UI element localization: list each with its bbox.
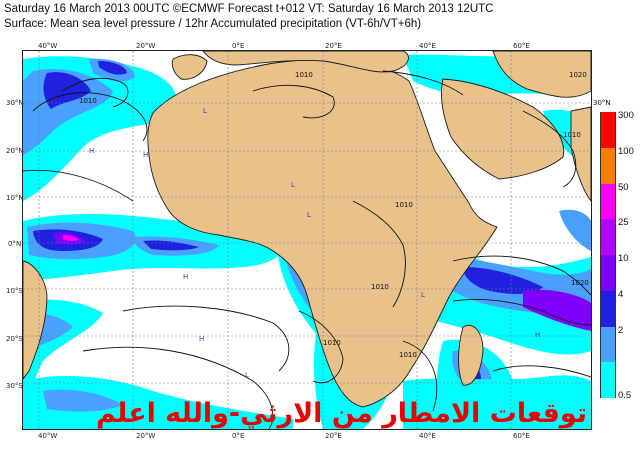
lon-label: 40°W	[38, 432, 58, 440]
lon-label: 40°E	[419, 432, 436, 440]
lat-label: 20°S	[6, 335, 23, 343]
isobar-line	[452, 255, 591, 296]
pressure-center-label: L	[245, 371, 249, 379]
isobar-line	[402, 340, 438, 412]
pressure-center-label: H	[183, 273, 189, 281]
legend-label: 50	[618, 181, 629, 193]
lat-label: 10°N	[6, 194, 24, 202]
precip-area	[63, 235, 79, 242]
isobar-line	[252, 84, 335, 119]
isobar-label: 1010	[395, 201, 413, 209]
lat-label: 30°N	[6, 99, 24, 107]
isobar-line	[298, 310, 344, 384]
legend-label: 100	[618, 145, 634, 157]
precip-area	[43, 72, 91, 109]
legend-swatch	[600, 290, 616, 327]
map-header: Saturday 16 March 2013 00UTC ©ECMWF Fore…	[4, 2, 604, 32]
legend-label: 10	[618, 253, 629, 264]
legend-swatch	[600, 219, 616, 255]
isobars	[23, 70, 591, 429]
precip-area	[43, 389, 123, 412]
lon-label: 40°W	[38, 42, 58, 50]
precipitation-map	[23, 51, 591, 429]
lon-label: 40°E	[419, 42, 436, 50]
isobar-line	[522, 110, 577, 188]
madagascar-landmass	[458, 324, 484, 386]
pressure-center-label: H	[89, 147, 95, 155]
legend-swatch	[600, 183, 616, 220]
isobar-line	[82, 346, 274, 429]
legend-label: 0.5	[618, 390, 632, 401]
map-panel: 1010 1020 1010 1010 1010 1010 1020 1010 …	[22, 50, 592, 430]
lat-label: 30°S	[6, 382, 23, 390]
isobar-label: 1010	[399, 351, 417, 359]
legend-label: 4	[618, 288, 624, 300]
precip-area	[559, 209, 591, 251]
isobar-line	[492, 365, 591, 378]
land	[23, 51, 591, 408]
pressure-center-label: L	[421, 291, 425, 299]
lon-label: 20°W	[136, 42, 156, 50]
brazil-landmass	[23, 260, 48, 380]
isobar-line	[382, 70, 464, 96]
lat-label: 30°N	[593, 99, 611, 107]
precip-area	[523, 289, 591, 331]
pressure-center-label: L	[307, 211, 311, 219]
lon-label: 20°W	[136, 432, 156, 440]
legend-swatch	[600, 362, 616, 398]
lat-label: 20°N	[6, 147, 24, 155]
isobar-label: 1010	[79, 97, 97, 105]
lon-label: 60°E	[513, 42, 530, 50]
lat-label: 0°N	[8, 240, 22, 248]
isobar-line	[32, 92, 148, 142]
legend-label: 2	[618, 324, 624, 336]
precip-area	[98, 61, 127, 75]
isobar-line	[62, 77, 129, 108]
legend-swatch	[600, 147, 616, 184]
precip-area	[403, 375, 591, 429]
legend-swatch	[600, 326, 616, 363]
europe-landmass	[202, 51, 409, 73]
pressure-center-label: H	[535, 331, 541, 339]
isobar-label: 1020	[569, 71, 587, 79]
legend-swatch	[600, 112, 616, 148]
arabia-landmass	[440, 78, 565, 180]
middle-east-landmass	[492, 51, 591, 98]
lon-label: 60°E	[513, 432, 530, 440]
legend-swatch	[600, 255, 616, 291]
isobar-label: 1010	[323, 339, 341, 347]
isobar-label: 1010	[295, 71, 313, 79]
isobar-line	[122, 305, 290, 372]
lat-lon-grid	[23, 51, 591, 429]
isobar-line	[352, 200, 406, 308]
lat-label: 10°S	[6, 287, 23, 295]
pressure-center-label: H	[143, 151, 149, 159]
header-field-line: Surface: Mean sea level pressure / 12hr …	[4, 18, 422, 30]
iberia-landmass	[171, 54, 208, 80]
lon-label: 0°E	[232, 42, 245, 50]
isobar-label: 1010	[563, 131, 581, 139]
pressure-center-label: L	[291, 181, 295, 189]
precip-area	[463, 267, 543, 294]
arabic-watermark: توقعات الامطار من الارثي-والله اعلم	[96, 398, 587, 429]
lon-label: 20°E	[325, 432, 342, 440]
header-forecast-line: Saturday 16 March 2013 00UTC ©ECMWF Fore…	[4, 3, 494, 15]
lon-label: 20°E	[325, 42, 342, 50]
pressure-center-label: H	[199, 335, 205, 343]
isobar-line	[23, 169, 134, 202]
precipitation-legend: 300 100 50 25 10 4 2 0.5	[600, 110, 640, 401]
legend-label: 25	[618, 217, 629, 229]
legend-label: 300	[618, 110, 634, 121]
pressure-center-label: L	[203, 107, 207, 115]
isobar-label: 1020	[571, 279, 589, 287]
precip-area	[23, 376, 293, 429]
lon-label: 0°E	[232, 432, 245, 440]
isobar-line	[452, 299, 591, 326]
isobar-label: 1010	[371, 283, 389, 291]
